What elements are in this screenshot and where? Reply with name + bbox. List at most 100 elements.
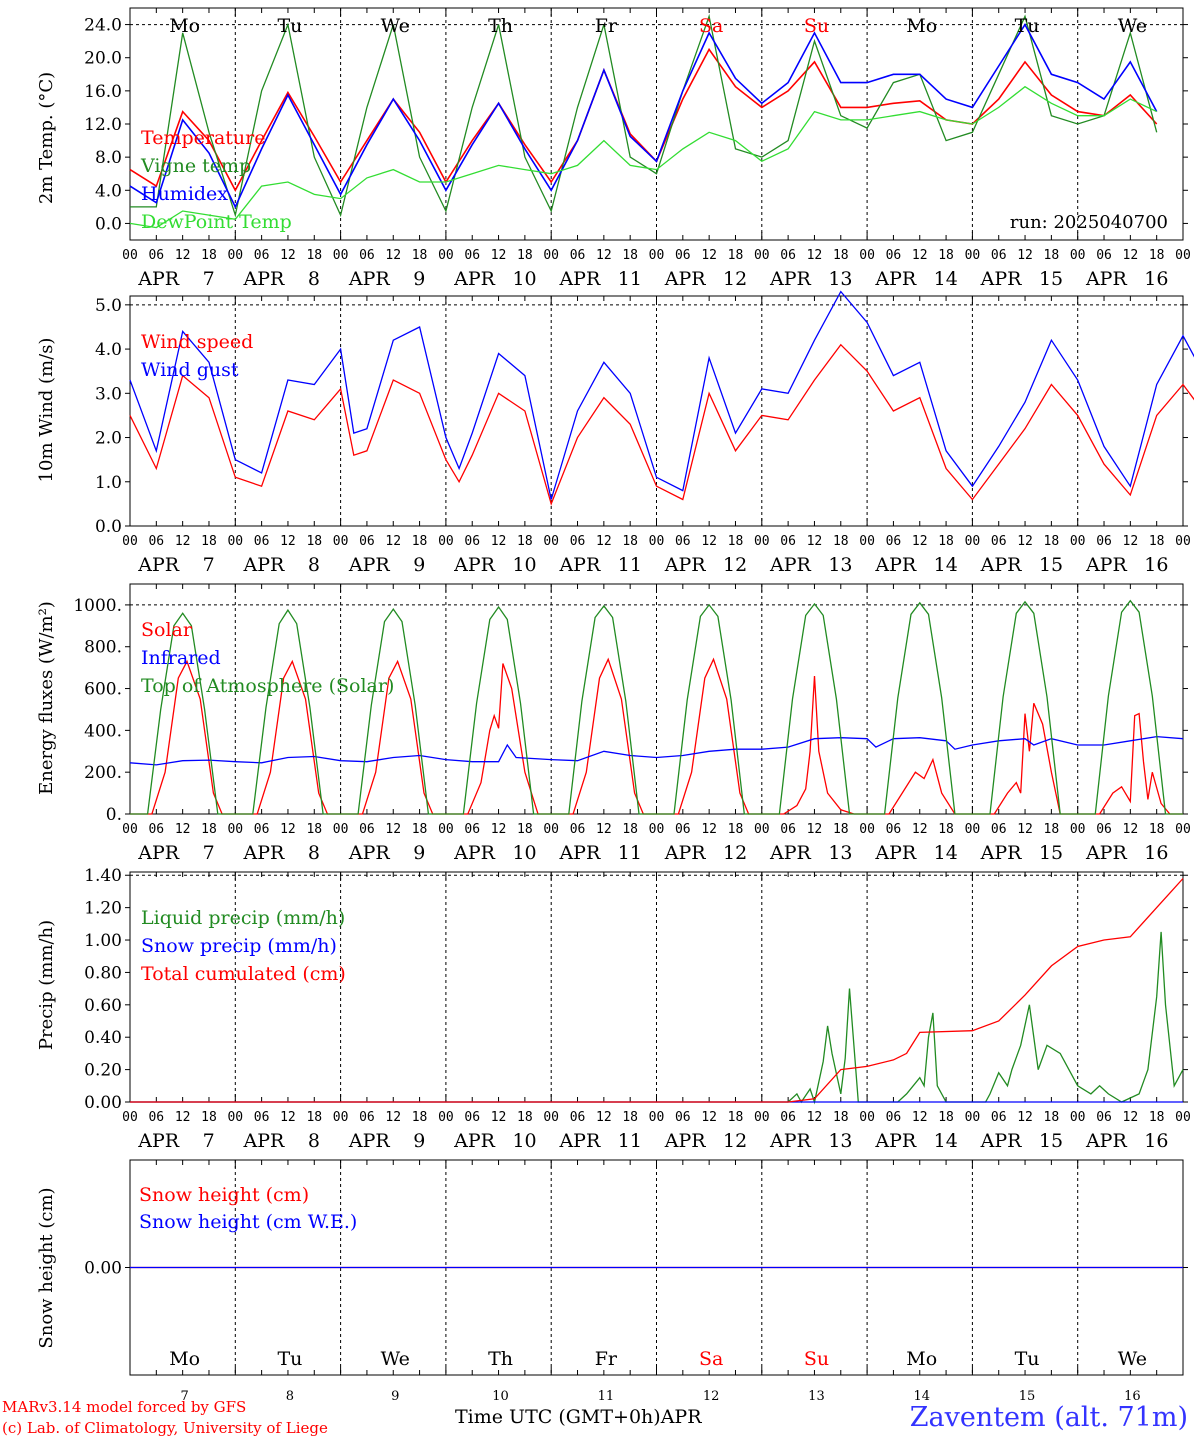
hour-label: 12 [1123,1110,1139,1125]
date-day-label: 13 [828,554,852,576]
series-wind-speed [129,343,1194,506]
hour-label: 00 [333,1110,349,1125]
panel-2-ylabel: Energy fluxes (W/m²) [36,601,57,795]
hour-label: 00 [543,1110,559,1125]
panel-1-ytick-label: 2.0 [95,429,122,449]
panel-2-ytick-label: 400. [84,721,122,741]
hour-label: 12 [385,248,401,263]
hour-label: 00 [859,1110,875,1125]
panel-1-ytick-label: 5.0 [95,296,122,316]
hour-label: 00 [122,822,138,837]
date-month-label: APR [874,1130,917,1152]
hour-label: 12 [1017,534,1033,549]
hour-label: 18 [833,534,849,549]
day-number-label: 7 [181,1389,189,1404]
hour-label: 12 [596,1110,612,1125]
date-day-label: 16 [1144,268,1168,290]
lab-credit: (c) Lab. of Climatology, University of L… [2,1419,328,1437]
hour-label: 00 [649,248,665,263]
date-month-label: APR [558,1130,601,1152]
hour-label: 12 [912,534,928,549]
hour-label: 06 [359,822,375,837]
panel-3-ytick-label: 1.00 [84,931,122,951]
date-month-label: APR [453,268,496,290]
date-month-label: APR [874,842,917,864]
weekday-label-top: Fr [595,15,618,37]
hour-label: 00 [333,822,349,837]
legend-snow-precip-mm-h-: Snow precip (mm/h) [141,935,337,957]
hour-label: 12 [596,248,612,263]
hour-label: 00 [859,534,875,549]
panel-4-ytick-label: 0.00 [84,1259,122,1279]
hour-label: 06 [780,1110,796,1125]
hour-label: 12 [807,248,823,263]
date-month-label: APR [664,1130,707,1152]
weekday-label-bottom: Tu [277,1348,302,1370]
hour-label: 06 [464,1110,480,1125]
panel-2-ytick-label: 0. [106,805,122,825]
legend-infrared: Infrared [141,647,221,669]
hour-label: 12 [807,1110,823,1125]
hour-label: 06 [148,1110,164,1125]
hour-label: 00 [965,534,981,549]
series-total-cumulated-cm- [130,878,1184,1103]
date-day-label: 8 [308,554,320,576]
hour-label: 06 [1096,248,1112,263]
date-month-label: APR [980,268,1023,290]
hour-label: 18 [1149,1110,1165,1125]
hour-label: 12 [280,534,296,549]
panel-1-ylabel: 10m Wind (m/s) [36,338,57,483]
date-day-label: 9 [413,268,425,290]
hour-label: 18 [306,534,322,549]
date-day-label: 11 [618,842,642,864]
hour-label: 06 [1096,1110,1112,1125]
legend-dewpoint-temp: DewPoint Temp [141,211,292,233]
hour-label: 06 [1096,534,1112,549]
date-month-label: APR [453,1130,496,1152]
hour-label: 12 [280,248,296,263]
hour-label: 00 [333,534,349,549]
date-day-label: 16 [1144,842,1168,864]
date-day-label: 12 [723,1130,747,1152]
hour-label: 00 [1070,248,1086,263]
hour-label: 00 [754,248,770,263]
date-month-label: APR [348,842,391,864]
date-month-label: APR [664,554,707,576]
hour-label: 18 [1044,534,1060,549]
hour-label: 06 [148,534,164,549]
hour-label: 12 [175,822,191,837]
day-number-label: 12 [703,1389,720,1404]
legend-top-of-atmosphere-solar-: Top of Atmosphere (Solar) [141,675,394,697]
date-day-label: 16 [1144,1130,1168,1152]
hour-label: 18 [201,534,217,549]
hour-label: 12 [175,1110,191,1125]
hour-label: 00 [1070,1110,1086,1125]
weekday-label-top: Mo [906,15,937,37]
hour-label: 18 [622,1110,638,1125]
legend-solar: Solar [141,619,193,641]
hour-label: 06 [570,534,586,549]
hour-label: 18 [412,822,428,837]
panel-3-ytick-label: 0.40 [84,1028,122,1048]
legend-liquid-precip-mm-h-: Liquid precip (mm/h) [141,907,345,929]
panel-3-ytick-label: 0.00 [84,1093,122,1113]
hour-label: 00 [333,248,349,263]
legend-humidex: Humidex [141,183,228,205]
date-day-label: 10 [512,842,536,864]
date-month-label: APR [243,268,286,290]
panel-3-ytick-label: 0.80 [84,963,122,983]
date-day-label: 14 [934,842,958,864]
time-axis-label-text: Time UTC (GMT+0h) [455,1406,661,1428]
hour-label: 00 [438,534,454,549]
date-month-label: APR [1085,842,1128,864]
legend-snow-height-cm-w-e-: Snow height (cm W.E.) [139,1211,357,1233]
date-month-label: APR [348,268,391,290]
panel-3-ylabel: Precip (mm/h) [36,920,57,1050]
panel-0-ytick-label: 24.0 [84,16,122,36]
panel-0-ytick-label: 20.0 [84,49,122,69]
date-month-label: APR [243,1130,286,1152]
panel-0-ytick-label: 0.0 [95,214,122,234]
date-day-label: 7 [203,554,215,576]
weekday-label-top: We [381,15,410,37]
